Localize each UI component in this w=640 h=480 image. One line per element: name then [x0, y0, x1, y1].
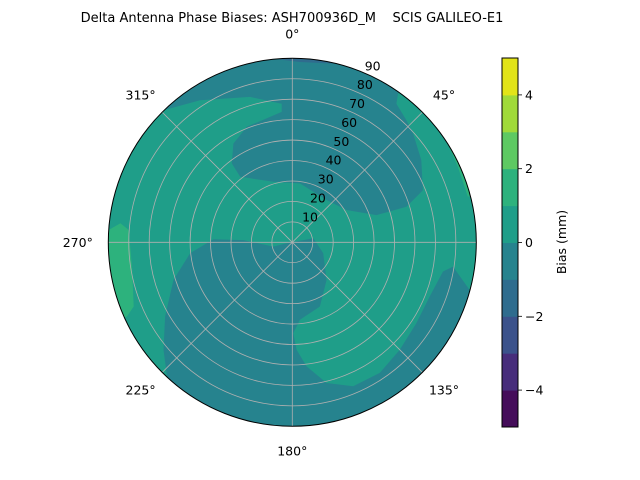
colorbar-bin — [502, 58, 518, 96]
radial-tick-label: 40 — [326, 153, 342, 168]
radial-tick-label: 80 — [357, 77, 373, 92]
colorbar-tick-label: 0 — [525, 235, 533, 250]
angular-tick-label: 45° — [433, 87, 455, 102]
grid-spoke-135 — [292, 242, 423, 373]
chart-title: Delta Antenna Phase Biases: ASH700936D_M… — [81, 11, 504, 26]
colorbar-bin — [502, 242, 518, 280]
grid-spoke-45 — [292, 111, 423, 243]
angular-tick-label: 180° — [277, 443, 307, 458]
colorbar-tick-label: −4 — [525, 383, 543, 398]
colorbar-bin — [502, 353, 518, 391]
colorbar-tick-label: −2 — [525, 309, 543, 324]
colorbar-tick-label: 4 — [525, 87, 533, 102]
colorbar-label: Bias (mm) — [554, 210, 569, 274]
angular-tick-label: 270° — [63, 235, 93, 250]
colorbar-tick-label: 2 — [525, 161, 533, 176]
polar-frame — [107, 57, 477, 427]
radial-tick-label: 50 — [333, 134, 349, 149]
colorbar-bin — [502, 168, 518, 207]
contour-region-south-negative-band — [163, 238, 474, 427]
colorbar-bin — [502, 279, 518, 317]
colorbar: −4 −2 0 2 4 — [496, 56, 543, 429]
radial-tick-label: 30 — [318, 172, 334, 187]
colorbar-bin — [502, 316, 518, 354]
radial-tick-label: 90 — [365, 58, 381, 73]
grid-spoke-315 — [161, 111, 293, 243]
radial-tick-label: 60 — [341, 115, 357, 130]
polar-axes: 1020304050607080900°45°90°135°180°225°27… — [63, 26, 518, 458]
radial-tick-label: 10 — [302, 209, 318, 224]
angular-tick-label: 135° — [429, 382, 459, 397]
colorbar-bin — [502, 390, 518, 428]
angular-tick-label: 225° — [126, 382, 156, 397]
radial-tick-label: 70 — [349, 96, 365, 111]
colorbar-bin — [502, 94, 518, 133]
contour-region-west-positive-patch — [108, 223, 134, 320]
angular-tick-label: 315° — [126, 87, 156, 102]
radial-tick-label: 20 — [310, 191, 326, 206]
colorbar-bin — [502, 131, 518, 170]
colorbar-bin — [502, 205, 518, 243]
angular-tick-label: 0° — [285, 26, 299, 41]
grid-spoke-225 — [161, 242, 293, 373]
